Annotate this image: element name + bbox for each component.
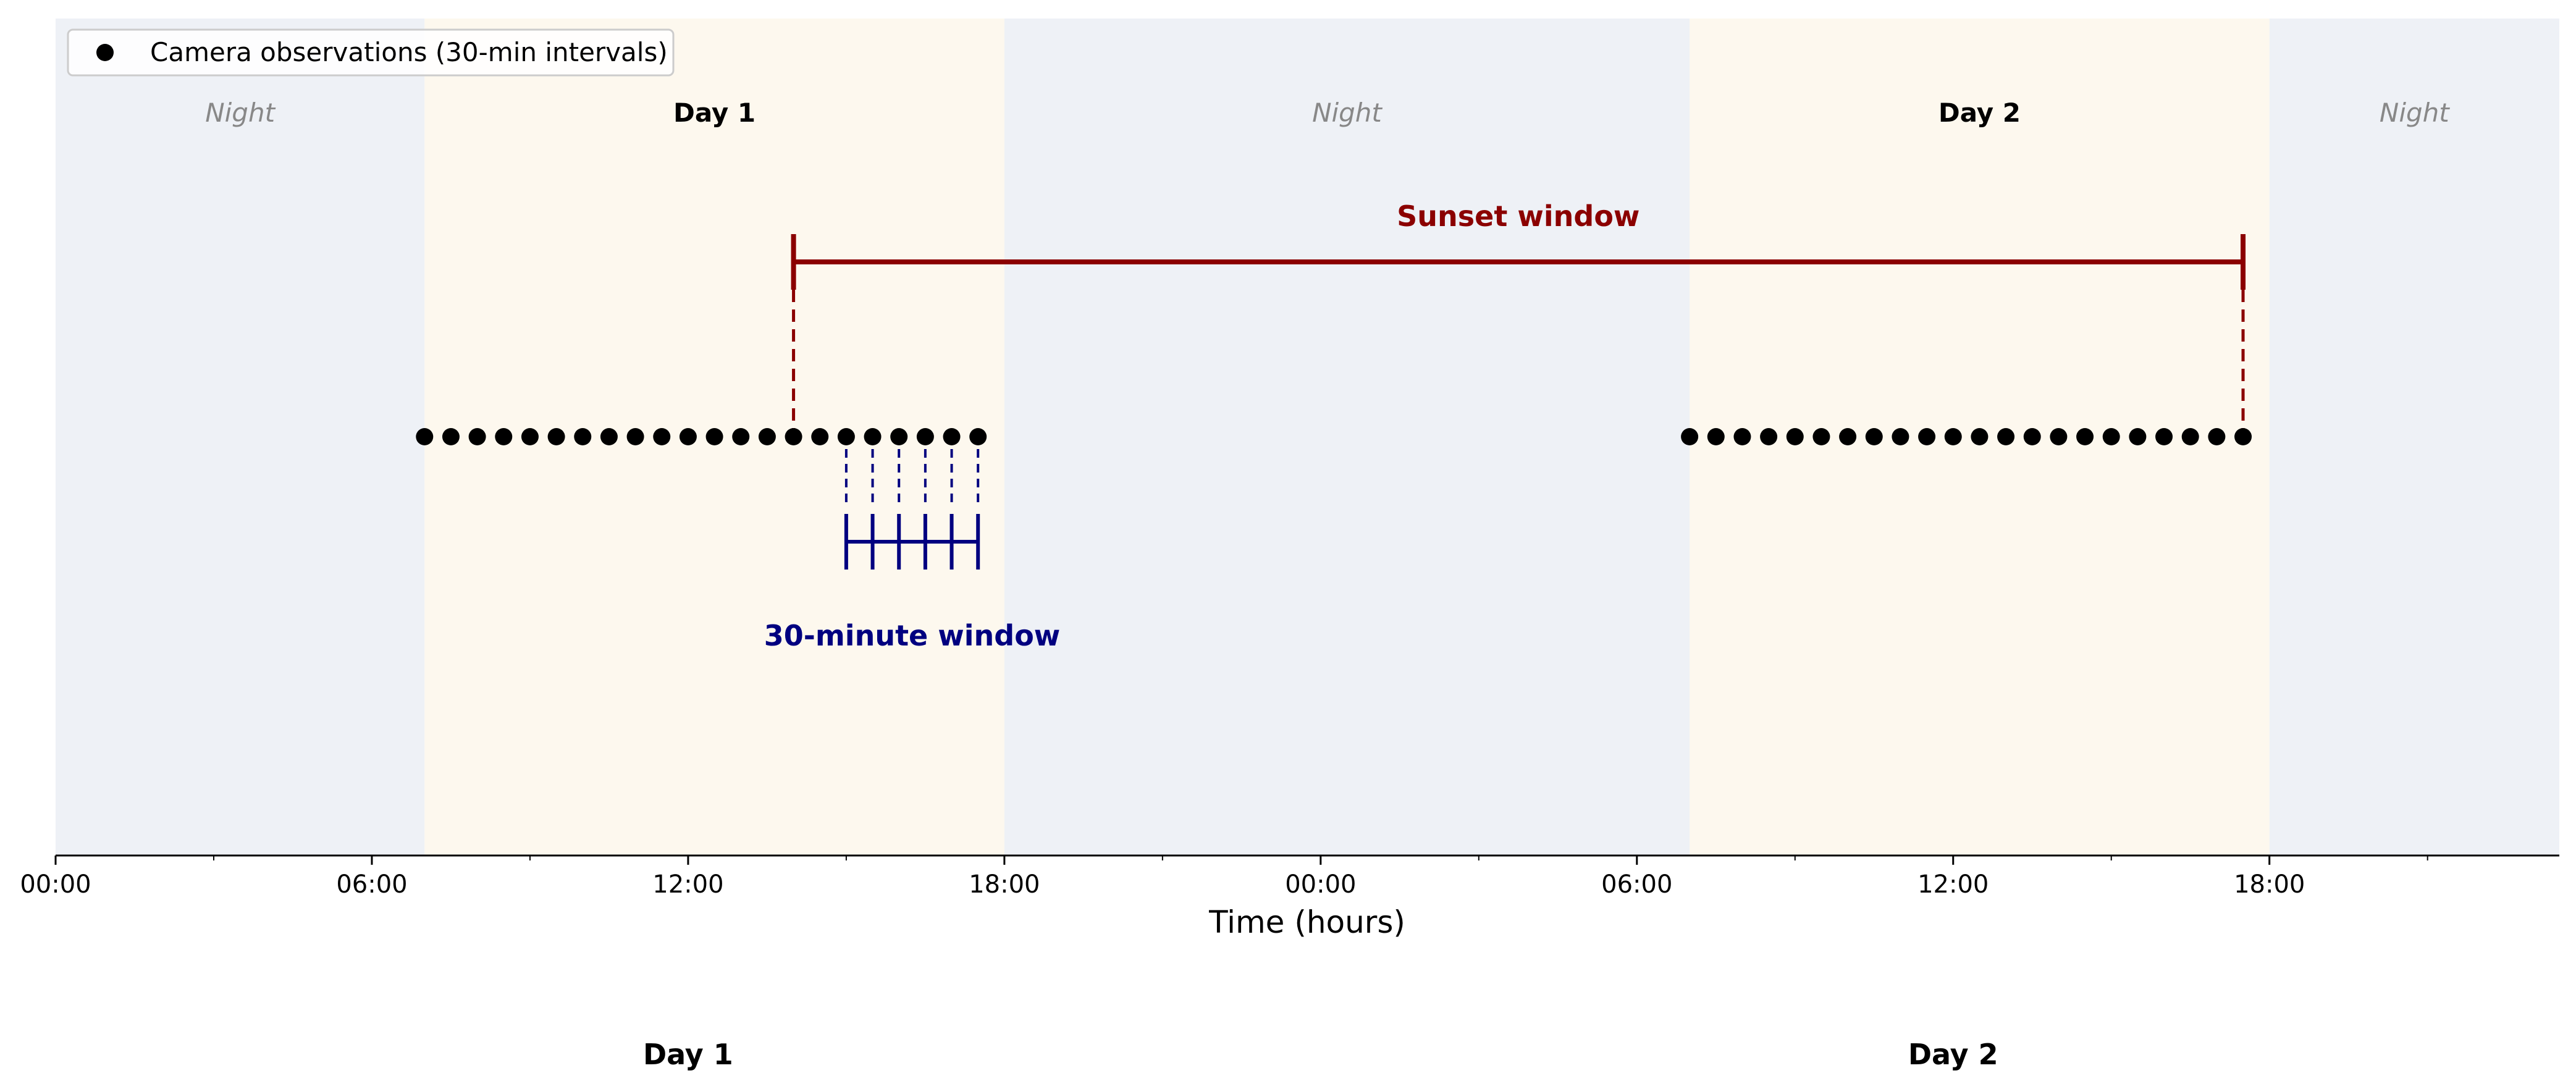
night-band xyxy=(1004,19,1690,856)
x-tick-label: 12:00 xyxy=(652,870,723,899)
observation-point xyxy=(1918,428,1936,445)
observation-point xyxy=(1707,428,1725,445)
observation-point xyxy=(416,428,434,445)
observation-points xyxy=(416,428,2252,445)
observation-point xyxy=(495,428,513,445)
observation-point xyxy=(547,428,565,445)
x-tick-label: 06:00 xyxy=(1601,870,1672,899)
observation-point xyxy=(969,428,987,445)
observation-point xyxy=(758,428,776,445)
observation-point xyxy=(916,428,934,445)
annotations: Sunset window 30-minute window xyxy=(764,200,2246,652)
observation-point xyxy=(2050,428,2068,445)
observation-point xyxy=(2208,428,2226,445)
observation-point xyxy=(2155,428,2173,445)
x-tick-label: 00:00 xyxy=(20,870,91,899)
observation-point xyxy=(1681,428,1699,445)
x-tick-label: 18:00 xyxy=(969,870,1040,899)
observation-point xyxy=(837,428,855,445)
observation-point xyxy=(864,428,882,445)
observation-point xyxy=(2234,428,2252,445)
observation-point xyxy=(1944,428,1962,445)
observation-point xyxy=(1760,428,1778,445)
observation-point xyxy=(890,428,908,445)
observation-point xyxy=(705,428,723,445)
band-labels: Night Day 1 Night Day 2 Night xyxy=(205,98,2450,128)
observation-point xyxy=(468,428,486,445)
observation-point xyxy=(943,428,961,445)
x-axis: 00:00 06:00 12:00 18:00 00:00 06:00 12:00 18:00 xyxy=(20,854,2559,899)
observation-point xyxy=(2181,428,2199,445)
observation-point xyxy=(1892,428,1909,445)
night-band-label: Night xyxy=(1312,98,1383,128)
observation-point xyxy=(2023,428,2041,445)
observation-point xyxy=(1997,428,2015,445)
sunset-window-label: Sunset window xyxy=(1397,200,1639,233)
night-band-label: Night xyxy=(2380,98,2450,128)
observation-point xyxy=(574,428,592,445)
observation-point xyxy=(442,428,460,445)
x-tick-label: 00:00 xyxy=(1285,870,1356,899)
observation-point xyxy=(811,428,829,445)
bottom-day-labels: Day 1 Day 2 xyxy=(643,1038,1998,1071)
x-axis-label: Time (hours) xyxy=(1208,904,1405,940)
observation-point xyxy=(732,428,750,445)
thirty-minute-window-label: 30-minute window xyxy=(764,619,1061,652)
observation-point xyxy=(2076,428,2094,445)
legend-label: Camera observations (30-min intervals) xyxy=(150,37,668,67)
observation-point xyxy=(521,428,539,445)
day-band-label: Day 2 xyxy=(1938,98,2021,128)
observation-point xyxy=(1971,428,1989,445)
observation-point xyxy=(653,428,671,445)
legend-box xyxy=(67,28,675,77)
observation-point xyxy=(2129,428,2147,445)
observation-point xyxy=(600,428,618,445)
observation-point xyxy=(1733,428,1751,445)
observation-point xyxy=(2102,428,2120,445)
observation-point xyxy=(1839,428,1857,445)
x-tick-label: 18:00 xyxy=(2234,870,2305,899)
night-band-label: Night xyxy=(205,98,276,128)
observation-point xyxy=(1812,428,1830,445)
day-band-label: Day 1 xyxy=(673,98,756,128)
observation-point xyxy=(1865,428,1883,445)
bottom-day-label: Day 1 xyxy=(643,1038,733,1071)
bottom-day-label: Day 2 xyxy=(1908,1038,1998,1071)
x-tick-label: 12:00 xyxy=(1917,870,1989,899)
observation-point xyxy=(785,428,802,445)
observation-point xyxy=(679,428,697,445)
observation-point xyxy=(1786,428,1804,445)
x-tick-label: 06:00 xyxy=(336,870,407,899)
legend-marker xyxy=(96,44,114,61)
night-band xyxy=(2269,19,2559,856)
legend: Camera observations (30-min intervals) xyxy=(67,28,675,77)
night-band xyxy=(56,19,425,856)
observation-point xyxy=(626,428,644,445)
